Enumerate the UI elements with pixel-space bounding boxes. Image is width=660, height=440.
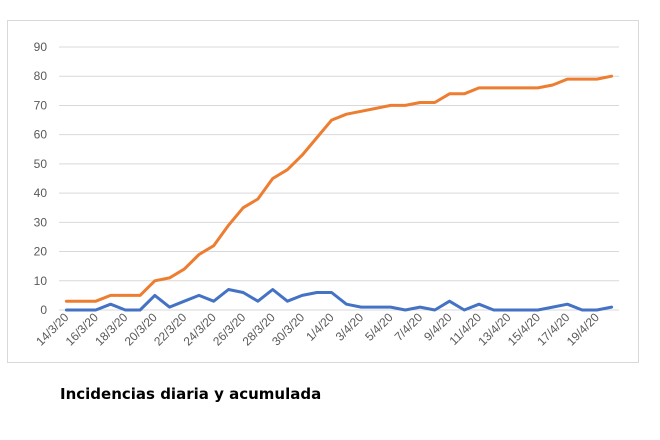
- y-tick-label: 30: [34, 215, 48, 229]
- y-tick-label: 60: [34, 128, 48, 142]
- x-tick-label: 1/4/20: [303, 310, 337, 344]
- y-tick-label: 20: [34, 245, 48, 259]
- y-tick-label: 90: [34, 40, 48, 54]
- series-line-2: [64, 74, 614, 303]
- y-tick-label: 40: [34, 186, 48, 200]
- x-tick-label: 19/4/20: [564, 310, 602, 348]
- y-tick-label: 80: [34, 69, 48, 83]
- y-tick-label: 50: [34, 157, 48, 171]
- chart-caption: Incidencias diaria y acumulada: [60, 385, 322, 403]
- x-tick-label: 5/4/20: [362, 310, 396, 344]
- chart-frame: 0 10 20 30 40 50 60 70 80 90 14/3/20 16/3/20 18/3/20…: [7, 20, 639, 363]
- y-tick-label: 70: [34, 98, 48, 112]
- line-chart: 010203040506070809014/3/2016/3/2018/3/20…: [33, 40, 619, 348]
- series-line-1: [64, 288, 614, 312]
- y-tick-label: 10: [34, 274, 48, 288]
- y-tick-label: 0: [40, 303, 47, 317]
- x-tick-label: 30/3/20: [269, 310, 307, 348]
- x-tick-label: 7/4/20: [392, 310, 426, 344]
- x-tick-label: 3/4/20: [333, 310, 367, 344]
